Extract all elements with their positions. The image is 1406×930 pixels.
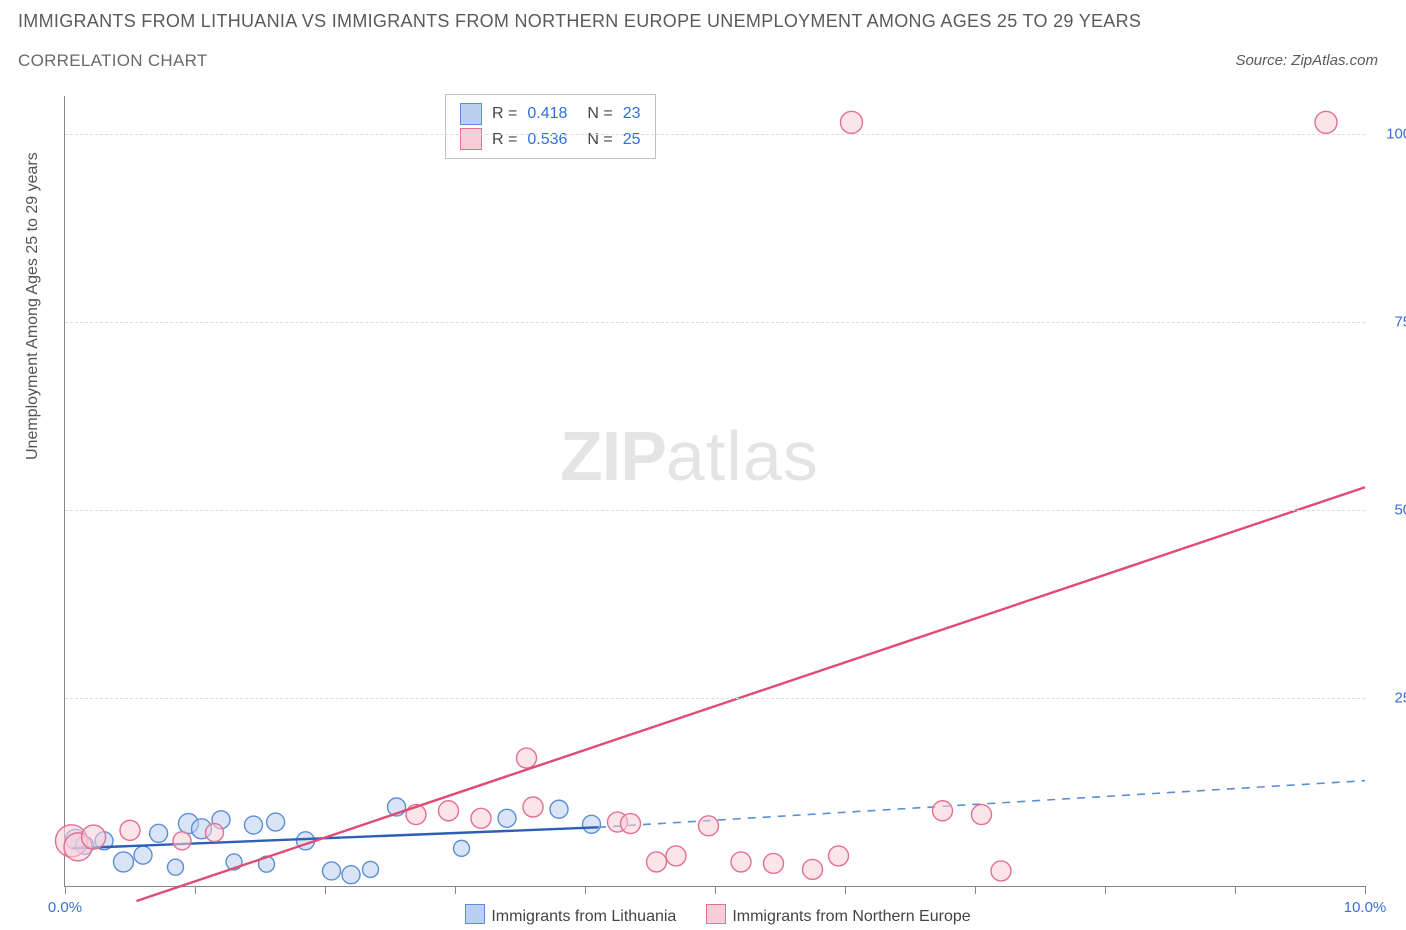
data-point-lithuania: [583, 815, 601, 833]
data-point-northern-europe: [991, 861, 1011, 881]
data-point-northern-europe: [173, 832, 191, 850]
data-point-northern-europe: [666, 846, 686, 866]
legend-swatch-icon: [460, 103, 482, 125]
x-tick: [455, 886, 456, 894]
gridline-h: [65, 698, 1365, 699]
y-tick-label: 75.0%: [1394, 313, 1406, 330]
data-point-lithuania: [134, 846, 152, 864]
stat-r-value: 0.418: [527, 101, 567, 127]
data-point-lithuania: [363, 861, 379, 877]
data-point-northern-europe: [841, 111, 863, 133]
legend-swatch-icon: [706, 904, 726, 924]
x-tick: [1235, 886, 1236, 894]
y-tick-label: 50.0%: [1394, 501, 1406, 518]
data-point-northern-europe: [647, 852, 667, 872]
data-point-northern-europe: [439, 801, 459, 821]
y-tick-label: 25.0%: [1394, 689, 1406, 706]
data-point-northern-europe: [803, 859, 823, 879]
source-attribution: Source: ZipAtlas.com: [1235, 52, 1378, 69]
chart-title-block: IMMIGRANTS FROM LITHUANIA VS IMMIGRANTS …: [18, 8, 1218, 71]
data-point-lithuania: [342, 866, 360, 884]
data-point-northern-europe: [699, 816, 719, 836]
gridline-h: [65, 510, 1365, 511]
data-point-lithuania: [498, 809, 516, 827]
x-tick: [1365, 886, 1366, 894]
gridline-h: [65, 134, 1365, 135]
data-point-northern-europe: [517, 748, 537, 768]
data-point-lithuania: [454, 840, 470, 856]
trend-line-northern-europe: [137, 487, 1366, 901]
data-point-northern-europe: [764, 853, 784, 873]
chart-title-line1: IMMIGRANTS FROM LITHUANIA VS IMMIGRANTS …: [18, 8, 1218, 35]
legend-label: Immigrants from Northern Europe: [732, 908, 970, 925]
chart-svg: [65, 96, 1365, 886]
data-point-lithuania: [114, 852, 134, 872]
data-point-northern-europe: [120, 820, 140, 840]
stats-row: R = 0.536 N = 25: [460, 127, 641, 153]
x-tick: [195, 886, 196, 894]
stat-n-label: N =: [587, 101, 612, 127]
data-point-northern-europe: [829, 846, 849, 866]
x-tick: [975, 886, 976, 894]
x-tick: [585, 886, 586, 894]
y-tick-label: 100.0%: [1386, 125, 1406, 142]
data-point-lithuania: [245, 816, 263, 834]
stat-r-value: 0.536: [527, 127, 567, 153]
data-point-northern-europe: [471, 808, 491, 828]
data-point-northern-europe: [523, 797, 543, 817]
stat-n-label: N =: [587, 127, 612, 153]
x-tick: [715, 886, 716, 894]
y-axis-label: Unemployment Among Ages 25 to 29 years: [24, 152, 42, 460]
data-point-northern-europe: [731, 852, 751, 872]
stat-r-label: R =: [492, 127, 517, 153]
x-tick: [325, 886, 326, 894]
chart-title-line2: CORRELATION CHART: [18, 51, 1218, 71]
stat-r-label: R =: [492, 101, 517, 127]
data-point-northern-europe: [621, 814, 641, 834]
stat-n-value: 23: [623, 101, 641, 127]
legend-label: Immigrants from Lithuania: [491, 908, 676, 925]
correlation-stats-box: R = 0.418 N = 23 R = 0.536 N = 25: [445, 94, 656, 159]
x-tick: [845, 886, 846, 894]
x-tick: [65, 886, 66, 894]
data-point-northern-europe: [972, 805, 992, 825]
data-point-lithuania: [323, 862, 341, 880]
data-point-northern-europe: [82, 825, 106, 849]
legend-swatch-icon: [465, 904, 485, 924]
stat-n-value: 25: [623, 127, 641, 153]
gridline-h: [65, 322, 1365, 323]
plot-area: ZIPatlas R =0.418N =23R =0.536N =25 25.0…: [64, 96, 1365, 887]
data-point-lithuania: [150, 824, 168, 842]
data-point-lithuania: [168, 859, 184, 875]
data-point-northern-europe: [206, 824, 224, 842]
data-point-lithuania: [550, 800, 568, 818]
stats-row: R = 0.418 N = 23: [460, 101, 641, 127]
data-point-northern-europe: [933, 801, 953, 821]
legend-bottom: Immigrants from Lithuania Immigrants from…: [0, 904, 1406, 926]
legend-swatch-icon: [460, 128, 482, 150]
x-tick: [1105, 886, 1106, 894]
data-point-lithuania: [267, 813, 285, 831]
data-point-northern-europe: [1315, 111, 1337, 133]
